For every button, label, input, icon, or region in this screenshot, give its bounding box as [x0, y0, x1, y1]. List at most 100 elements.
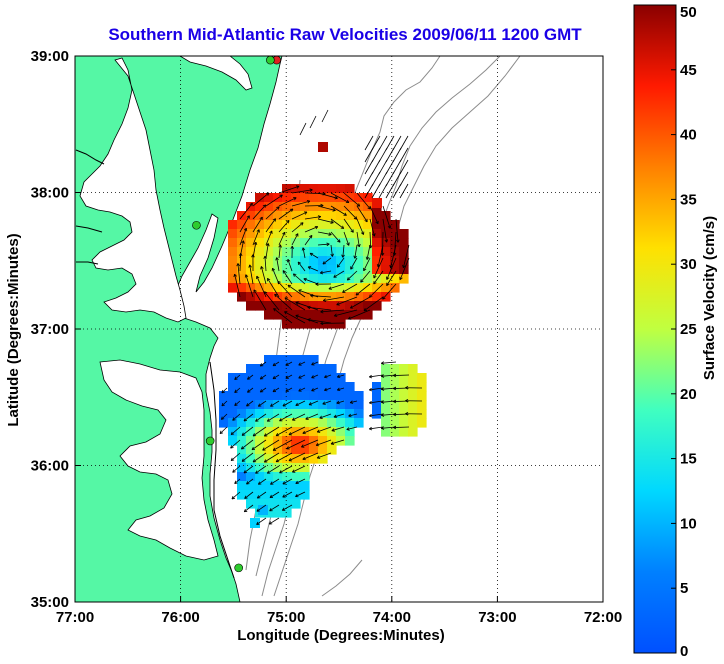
velocity-cell — [336, 418, 346, 428]
velocity-cell — [318, 202, 328, 212]
x-tick-label: 77:00 — [56, 609, 94, 626]
velocity-cell — [363, 238, 373, 248]
velocity-cell — [309, 454, 319, 464]
velocity-cell — [399, 373, 409, 383]
velocity-cell — [237, 373, 247, 383]
velocity-cell — [372, 382, 382, 392]
velocity-cell — [318, 274, 328, 284]
colorbar-label: Surface Velocity (cm/s) — [701, 216, 718, 380]
velocity-cell — [318, 247, 328, 257]
velocity-cell — [345, 265, 355, 275]
velocity-cell — [345, 247, 355, 257]
velocity-arrow — [393, 427, 409, 428]
velocity-cell — [246, 292, 256, 302]
velocity-cell — [219, 400, 229, 410]
velocity-cell — [318, 418, 328, 428]
velocity-cell — [273, 418, 283, 428]
x-tick-label: 72:00 — [584, 609, 622, 626]
velocity-cell — [291, 391, 301, 401]
velocity-cell — [381, 256, 391, 266]
velocity-cell — [354, 409, 364, 419]
velocity-cell — [336, 400, 346, 410]
velocity-cell — [408, 400, 418, 410]
radar-station-marker — [206, 437, 214, 445]
velocity-cell — [255, 427, 265, 437]
velocity-cell — [246, 220, 256, 230]
velocity-cell — [282, 445, 292, 455]
velocity-cell — [282, 391, 292, 401]
velocity-cell — [327, 256, 337, 266]
velocity-cell — [354, 391, 364, 401]
velocity-cell — [318, 445, 328, 455]
velocity-cell — [309, 202, 319, 212]
velocity-cell — [345, 184, 355, 194]
velocity-cell — [309, 211, 319, 221]
velocity-cell — [408, 364, 418, 374]
velocity-cell — [291, 292, 301, 302]
velocity-cell — [246, 418, 256, 428]
x-tick-label: 73:00 — [478, 609, 516, 626]
velocity-cell — [309, 391, 319, 401]
velocity-cell — [327, 238, 337, 248]
velocity-cell — [354, 283, 364, 293]
velocity-cell — [372, 211, 382, 221]
velocity-cell — [417, 382, 427, 392]
velocity-arrow — [305, 205, 323, 206]
velocity-cell — [237, 481, 247, 491]
velocity-cell — [282, 193, 292, 203]
velocity-cell — [264, 310, 274, 320]
velocity-cell — [354, 418, 364, 428]
velocity-cell — [336, 292, 346, 302]
velocity-cell — [318, 400, 328, 410]
y-tick-label: 38:00 — [31, 185, 69, 202]
velocity-cell — [237, 400, 247, 410]
velocity-cell — [336, 229, 346, 239]
velocity-cell — [399, 418, 409, 428]
plot-area — [75, 56, 603, 602]
velocity-cell — [300, 220, 310, 230]
velocity-arrowhead — [264, 292, 265, 295]
velocity-cell — [237, 292, 247, 302]
velocity-cell — [336, 319, 346, 329]
velocity-cell — [363, 283, 373, 293]
velocity-cell — [381, 373, 391, 383]
velocity-cell — [327, 427, 337, 437]
velocity-cell — [354, 301, 364, 311]
velocity-cell — [390, 229, 400, 239]
velocity-cell — [381, 364, 391, 374]
velocity-cell — [228, 265, 238, 275]
velocity-cell — [327, 400, 337, 410]
velocity-arrowhead — [266, 193, 269, 194]
velocity-cell — [273, 382, 283, 392]
velocity-cell — [345, 202, 355, 212]
velocity-cell — [417, 373, 427, 383]
velocity-cell — [363, 274, 373, 284]
velocity-cell — [399, 256, 409, 266]
velocity-cell — [336, 409, 346, 419]
velocity-arrowhead — [296, 186, 299, 187]
y-tick-label: 37:00 — [31, 321, 69, 338]
velocity-cell — [255, 373, 265, 383]
radar-station-marker — [266, 56, 274, 64]
velocity-cell — [399, 238, 409, 248]
velocity-cell — [381, 292, 391, 302]
velocity-cell — [219, 418, 229, 428]
velocity-cell — [255, 400, 265, 410]
velocity-cell — [318, 142, 328, 152]
velocity-cell — [300, 184, 310, 194]
velocity-cell — [408, 427, 418, 437]
velocity-cell — [228, 427, 238, 437]
velocity-cell — [327, 391, 337, 401]
velocity-cell — [300, 472, 310, 482]
colorbar-tick-label: 25 — [680, 321, 697, 338]
velocity-cell — [300, 355, 310, 365]
radar-station-marker — [235, 564, 243, 572]
colorbar-tick-label: 35 — [680, 191, 697, 208]
velocity-cell — [282, 499, 292, 509]
velocity-cell — [273, 463, 283, 473]
velocity-cell — [264, 409, 274, 419]
velocity-cell — [408, 391, 418, 401]
velocity-cell — [282, 238, 292, 248]
velocity-cell — [372, 238, 382, 248]
velocity-cell — [399, 391, 409, 401]
